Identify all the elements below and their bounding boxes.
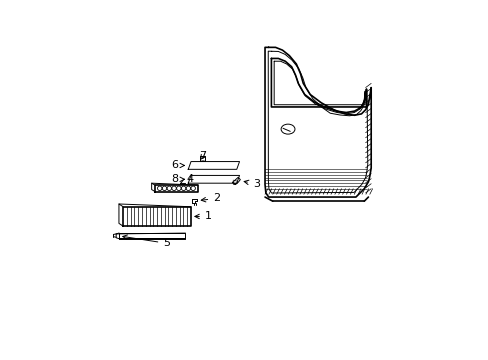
Text: 6: 6 (171, 161, 184, 170)
Text: 5: 5 (122, 235, 170, 248)
Text: 1: 1 (195, 211, 211, 221)
Text: 7: 7 (199, 151, 206, 161)
Text: 2: 2 (201, 193, 220, 203)
Text: 4: 4 (180, 174, 193, 184)
Text: 8: 8 (170, 174, 184, 184)
Text: 3: 3 (244, 179, 259, 189)
